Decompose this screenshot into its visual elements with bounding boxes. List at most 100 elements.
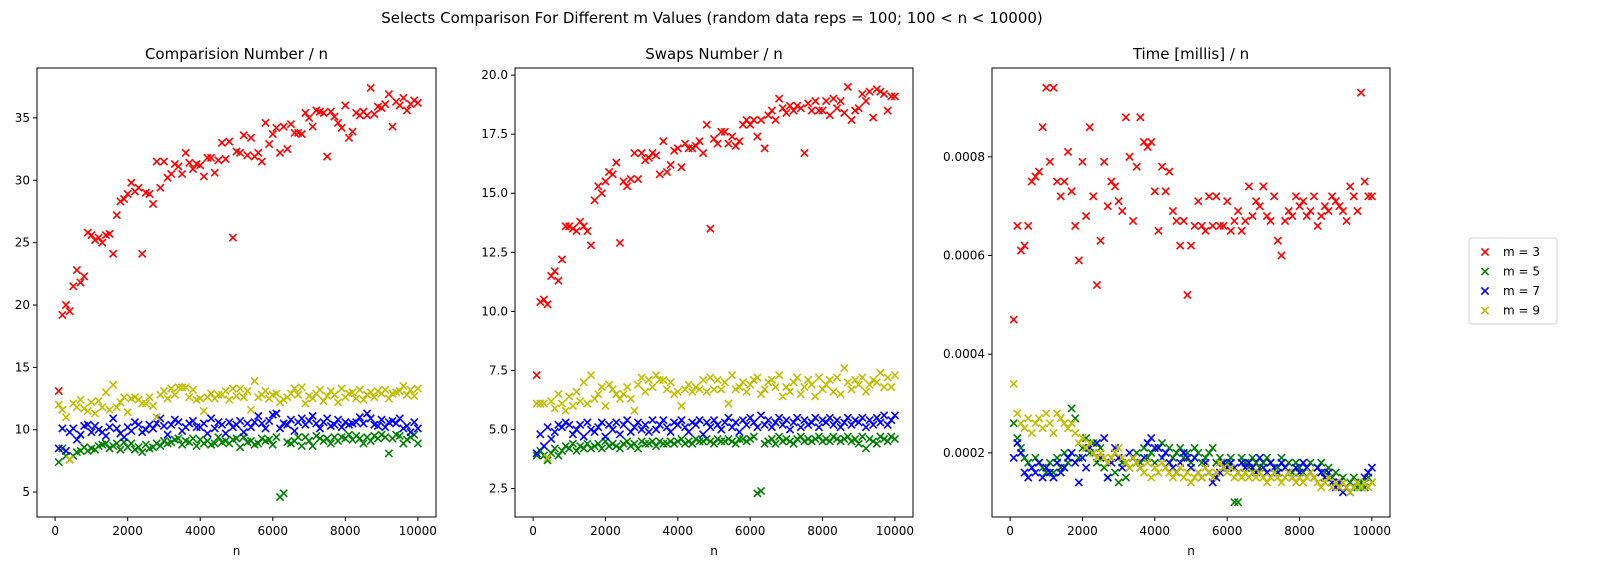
data-point [355, 413, 364, 422]
data-point [1349, 473, 1358, 482]
data-point [670, 146, 679, 155]
data-point [666, 378, 675, 387]
data-point [1016, 448, 1026, 458]
data-point [1230, 498, 1239, 507]
scatter-points [54, 83, 423, 502]
data-point [1125, 152, 1134, 161]
data-point [1320, 201, 1330, 211]
data-point [717, 127, 726, 136]
data-point [731, 418, 740, 427]
data-point [188, 164, 198, 174]
data-point [206, 414, 216, 423]
data-point [1194, 197, 1203, 206]
data-point [1251, 458, 1261, 467]
data-point [785, 425, 795, 434]
data-point [119, 433, 129, 442]
data-point [254, 393, 263, 402]
data-point [1262, 453, 1272, 462]
data-point [767, 375, 777, 385]
data-point [847, 437, 856, 446]
data-point [1045, 458, 1055, 467]
data-point [315, 385, 325, 394]
data-point [590, 441, 599, 451]
data-point [706, 373, 715, 382]
data-point [65, 455, 74, 464]
data-point [785, 437, 795, 446]
data-point [720, 437, 730, 446]
data-point [1364, 192, 1373, 201]
data-point [637, 148, 646, 158]
data-point [1313, 463, 1322, 472]
data-point [323, 391, 332, 401]
data-point [883, 373, 892, 382]
axes-frame [514, 67, 914, 518]
data-point [112, 403, 121, 412]
data-point [279, 395, 288, 404]
data-point [753, 373, 762, 382]
data-point [101, 439, 111, 448]
data-point [727, 437, 737, 446]
data-point [594, 181, 603, 191]
data-point [1346, 488, 1355, 497]
data-point [359, 439, 368, 448]
data-point [177, 383, 187, 392]
data-point [217, 138, 227, 147]
data-point [1071, 221, 1080, 231]
x-tick-label: 8000 [807, 524, 838, 538]
data-point [1219, 463, 1228, 472]
data-point [796, 389, 806, 399]
data-point [803, 420, 813, 430]
data-point [1204, 192, 1214, 201]
data-point [1031, 453, 1040, 462]
data-point [61, 413, 71, 422]
data-point [858, 432, 867, 441]
x-tick-label: 6000 [735, 524, 766, 538]
data-point [821, 96, 831, 106]
data-point [1342, 216, 1351, 226]
data-point [554, 276, 563, 285]
data-point [818, 106, 827, 115]
data-point [61, 300, 71, 310]
data-point [283, 144, 292, 154]
data-point [1161, 448, 1170, 458]
data-point [1157, 458, 1167, 467]
data-point [825, 111, 834, 120]
data-point [163, 430, 172, 439]
data-point [1204, 448, 1214, 458]
data-point [764, 437, 773, 446]
data-point [1175, 241, 1185, 250]
data-point [402, 390, 412, 399]
data-point [1197, 221, 1207, 231]
data-point [87, 428, 96, 437]
data-point [1052, 177, 1062, 186]
data-point [1346, 182, 1355, 191]
data-point [1157, 438, 1167, 448]
data-point [323, 414, 332, 423]
data-point [836, 437, 845, 446]
data-point [413, 424, 423, 433]
data-point [753, 489, 762, 498]
data-point [54, 457, 63, 467]
data-point [1034, 414, 1044, 423]
data-point [1306, 468, 1315, 477]
data-point [1273, 473, 1283, 482]
data-point [406, 385, 415, 394]
axes-frame [36, 67, 437, 518]
data-point [1226, 226, 1235, 235]
data-point [782, 415, 791, 425]
data-point [250, 376, 259, 386]
data-point [1190, 221, 1199, 231]
data-point [800, 148, 809, 158]
y-tick-label: 20 [15, 298, 30, 312]
data-point [1034, 458, 1044, 467]
data-point [778, 437, 787, 446]
data-point [1139, 468, 1149, 477]
data-point [130, 445, 140, 454]
data-point [876, 432, 885, 441]
data-point [337, 423, 346, 432]
data-point [203, 153, 212, 162]
data-point [61, 446, 71, 456]
data-point [1161, 187, 1170, 196]
data-point [1244, 182, 1254, 191]
data-point [1201, 226, 1210, 235]
